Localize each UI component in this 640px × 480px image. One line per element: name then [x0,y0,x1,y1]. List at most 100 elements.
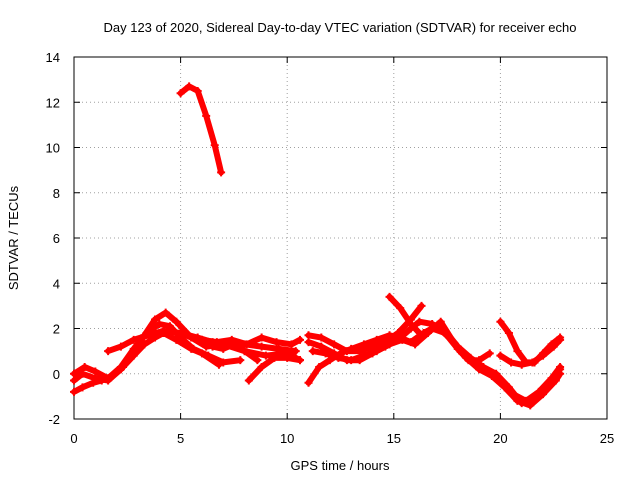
data-point [304,378,313,387]
data-point [70,369,78,378]
data-point [417,331,426,340]
data-point [330,340,339,349]
data-point [549,342,558,351]
series-track-13 [385,292,494,365]
data-point [236,356,245,365]
data-point [513,347,522,356]
data-point [317,342,326,351]
series-track-7 [244,353,304,385]
data-point [485,349,494,358]
data-point [385,292,394,301]
data-point [513,396,522,405]
data-point [283,353,292,362]
data-point [295,356,304,365]
series-track-12 [308,317,565,410]
x-tick-label: 0 [70,431,77,446]
data-point [108,372,117,381]
data-point [539,390,548,399]
data-point [342,347,351,356]
data-point [308,347,317,356]
data-point [193,86,202,95]
data-point [227,335,236,344]
data-point [202,111,211,120]
data-point [321,349,330,358]
data-point [116,342,125,351]
data-point [217,168,226,177]
data-point [187,344,196,353]
data-point [528,358,537,367]
y-axis-label: SDTVAR / TECUs [6,185,21,290]
data-point [556,335,565,344]
data-point [334,353,343,362]
data-point [214,360,223,369]
data-point [556,369,565,378]
data-point [161,308,170,317]
data-point [80,362,89,371]
data-point [274,344,283,353]
series-track-6 [197,333,304,349]
data-point [70,387,78,396]
series-track-8 [176,82,226,177]
data-point [257,333,266,342]
data-point [295,335,304,344]
x-tick-label: 10 [280,431,294,446]
axis-ticks: 0 5 10 15 20 25 -2 0 2 4 6 8 10 12 14 [46,50,615,446]
grid [74,57,607,419]
data-point [172,317,181,326]
data-point [475,365,484,374]
data-point [287,340,296,349]
data-point [317,333,326,342]
data-point [507,358,516,367]
data-point [140,340,149,349]
data-point [219,344,228,353]
data-point [304,338,313,347]
data-point [104,347,113,356]
data-point [78,383,87,392]
data-point [210,141,219,150]
data-point [417,301,426,310]
data-point [212,338,221,347]
data-point [272,338,281,347]
data-point [347,356,356,365]
data-point [428,324,437,333]
data-point [496,317,505,326]
x-tick-label: 15 [387,431,401,446]
data-point [197,349,206,358]
series-line [177,83,225,176]
data-point [355,347,364,356]
data-point [144,331,153,340]
x-axis-label: GPS time / hours [291,458,390,473]
data-point [500,383,509,392]
data-point [526,401,535,410]
data-point [159,326,168,335]
data-point [176,329,185,338]
data-point [440,329,449,338]
data-point [129,335,138,344]
data-point [119,362,128,371]
y-tick-label: 10 [46,141,60,156]
series-line [386,293,493,364]
y-tick-label: 14 [46,50,60,65]
y-tick-label: 2 [53,322,60,337]
series-track-15 [496,335,565,369]
data-point [398,335,407,344]
data-point [504,329,513,338]
data-point [176,89,185,98]
x-tick-label: 5 [177,431,184,446]
data-point [464,356,473,365]
data-point [261,351,270,360]
data-point [185,82,194,91]
data-point [253,356,262,365]
data-point [257,342,266,351]
x-tick-label: 20 [493,431,507,446]
data-point [396,304,405,313]
data-point [415,317,424,326]
data-point [517,360,526,369]
y-tick-label: 6 [53,231,60,246]
data-point [91,367,100,376]
data-point [172,335,181,344]
data-point [291,347,300,356]
data-point [406,319,415,328]
data-point [197,335,206,344]
series-line [305,302,425,355]
